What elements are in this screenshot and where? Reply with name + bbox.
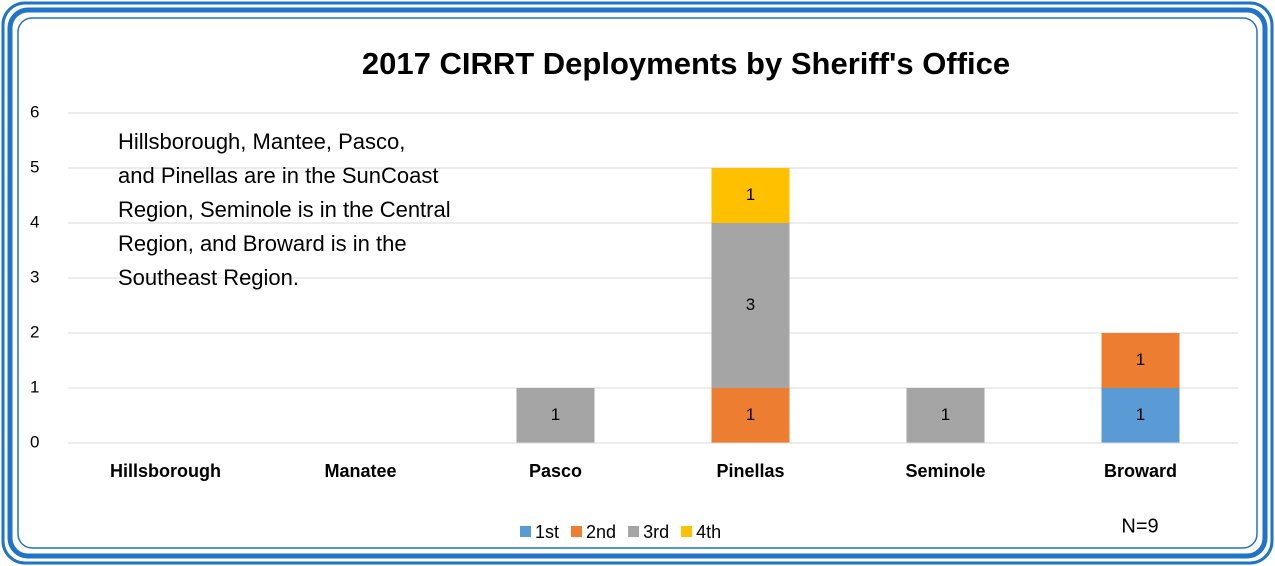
y-tick-label: 2 (30, 322, 39, 341)
data-label: 1 (1136, 405, 1145, 424)
data-label: 3 (746, 295, 755, 314)
data-label: 1 (746, 405, 755, 424)
legend-swatch (681, 526, 693, 537)
data-label: 1 (1136, 350, 1145, 369)
legend-label: 1st (535, 522, 559, 542)
annotation-line: Southeast Region. (118, 265, 299, 290)
bar-segment (711, 223, 790, 388)
legend-swatch (571, 526, 583, 537)
y-tick-label: 6 (30, 102, 39, 121)
bar-segment (711, 388, 790, 443)
chart-title: 2017 CIRRT Deployments by Sheriff's Offi… (362, 46, 1010, 81)
y-tick-label: 3 (30, 267, 39, 286)
note: N=9 (1121, 515, 1158, 537)
x-tick-label: Manatee (324, 461, 396, 481)
bar-segment (1101, 388, 1180, 443)
annotation-line: Hillsborough, Mantee, Pasco, (118, 129, 405, 154)
x-tick-label: Hillsborough (110, 461, 221, 481)
x-tick-label: Pinellas (716, 461, 784, 481)
legend-swatch (520, 526, 531, 537)
annotation-line: Region, and Broward is in the (118, 231, 407, 256)
data-label: 1 (746, 185, 755, 204)
inner-line (17, 17, 1258, 549)
y-tick-label: 5 (30, 157, 39, 176)
x-tick-label: Broward (1104, 461, 1177, 481)
y-tick-label: 1 (30, 377, 39, 396)
x-tick-label: Pasco (529, 461, 582, 481)
data-label: 1 (941, 405, 950, 424)
inner-border (7, 7, 1268, 559)
legend-label: 3rd (643, 522, 669, 542)
bar-segment (1101, 333, 1180, 388)
y-tick-label: 4 (30, 212, 39, 231)
bar-segment (516, 388, 595, 443)
legend-swatch (628, 526, 640, 537)
y-tick-label: 0 (30, 432, 39, 451)
bar-segment (711, 168, 790, 223)
annotation-line: and Pinellas are in the SunCoast (118, 163, 438, 188)
legend-label: 2nd (586, 522, 616, 542)
annotation-line: Region, Seminole is in the Central (118, 197, 451, 222)
legend-label: 4th (696, 522, 721, 542)
data-label: 1 (551, 405, 560, 424)
bar-segment (906, 388, 985, 443)
x-tick-label: Seminole (905, 461, 985, 481)
